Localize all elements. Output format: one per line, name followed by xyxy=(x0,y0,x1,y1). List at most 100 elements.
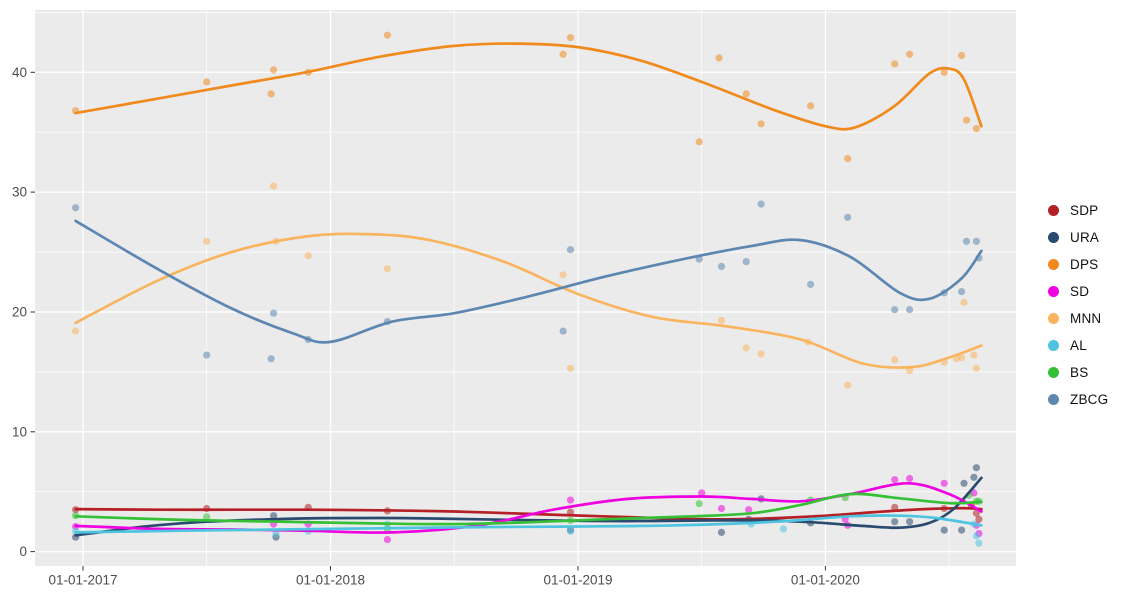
legend: SDP URA DPS SD MNN AL BS ZBCG xyxy=(1048,197,1108,413)
legend-dot-icon xyxy=(1048,286,1059,297)
data-point-DPS xyxy=(383,31,391,39)
data-point-MNN xyxy=(717,316,726,324)
data-point-ZBCG xyxy=(891,306,899,314)
data-point-DPS xyxy=(962,116,971,124)
data-point-MNN xyxy=(972,364,981,372)
data-point-DPS xyxy=(844,155,852,163)
data-point-DPS xyxy=(972,125,981,133)
legend-label: SDP xyxy=(1070,203,1099,218)
data-point-URA xyxy=(270,512,278,520)
legend-item-MNN: MNN xyxy=(1048,305,1108,332)
data-point-URA xyxy=(970,473,978,481)
legend-label: DPS xyxy=(1070,257,1099,272)
data-point-MNN xyxy=(742,344,750,352)
data-point-ZBCG xyxy=(203,351,211,359)
data-point-AL xyxy=(272,530,280,538)
x-tick-label: 01-01-2020 xyxy=(791,573,860,588)
data-point-ZBCG xyxy=(807,280,815,288)
data-point-SD xyxy=(906,474,914,483)
data-point-SD xyxy=(698,489,706,497)
legend-dot-icon xyxy=(1048,259,1059,270)
data-point-MNN xyxy=(891,356,899,364)
legend-dot-icon xyxy=(1048,340,1059,351)
data-point-SD xyxy=(566,496,575,504)
data-point-MNN xyxy=(757,350,765,358)
data-point-DPS xyxy=(757,120,765,128)
data-point-ZBCG xyxy=(906,306,914,314)
data-point-URA xyxy=(958,526,966,534)
trend-line-DPS xyxy=(74,42,983,131)
trend-line-URA xyxy=(74,476,983,537)
data-point-BS xyxy=(203,513,211,521)
data-point-MNN xyxy=(383,265,391,273)
legend-dot-icon xyxy=(1048,313,1059,324)
data-point-DPS xyxy=(566,34,575,42)
legend-dot-icon xyxy=(1048,232,1059,243)
legend-dot-icon xyxy=(1048,367,1059,378)
legend-item-SD: SD xyxy=(1048,278,1108,305)
data-point-SD xyxy=(891,476,899,484)
axis-ticks xyxy=(30,71,826,571)
trend-line-BS xyxy=(74,492,983,526)
minor-gridlines xyxy=(35,10,1016,566)
data-point-DPS xyxy=(203,78,211,86)
data-point-MNN xyxy=(844,381,852,389)
data-point-MNN xyxy=(970,351,978,359)
data-point-DPS xyxy=(267,90,275,98)
data-point-AL xyxy=(779,525,788,533)
data-point-ZBCG xyxy=(958,288,966,296)
trend-line-AL xyxy=(74,514,983,534)
data-point-SD xyxy=(745,506,753,514)
legend-item-AL: AL xyxy=(1048,332,1108,359)
data-point-MNN xyxy=(559,271,567,279)
legend-item-SDP: SDP xyxy=(1048,197,1108,224)
legend-label: URA xyxy=(1070,230,1100,245)
x-tick-label: 01-01-2019 xyxy=(543,573,612,588)
data-point-SDP xyxy=(975,515,983,523)
data-point-DPS xyxy=(940,68,948,76)
legend-dot-icon xyxy=(1048,205,1059,216)
data-point-MNN xyxy=(304,252,312,260)
data-point-SD xyxy=(940,479,948,487)
legend-label: BS xyxy=(1070,365,1089,380)
data-point-DPS xyxy=(270,66,278,74)
y-tick-label: 40 xyxy=(12,65,27,80)
data-point-MNN xyxy=(960,298,968,306)
data-point-SD xyxy=(383,536,391,544)
data-point-ZBCG xyxy=(566,246,575,254)
plot-panel xyxy=(35,10,1016,566)
data-point-ZBCG xyxy=(844,213,852,221)
legend-item-URA: URA xyxy=(1048,224,1108,251)
data-point-DPS xyxy=(742,90,750,98)
data-point-URA xyxy=(960,479,968,487)
legend-label: MNN xyxy=(1070,311,1102,326)
major-gridlines xyxy=(35,10,1016,566)
data-point-SD xyxy=(717,504,726,513)
data-point-ZBCG xyxy=(72,204,80,212)
data-point-DPS xyxy=(906,50,914,58)
data-point-SDP xyxy=(972,509,981,517)
data-point-SDP xyxy=(891,503,899,511)
data-point-ZBCG xyxy=(742,258,750,266)
data-point-BS xyxy=(695,500,703,508)
y-tick-label: 10 xyxy=(12,424,27,439)
points-DPS xyxy=(72,31,981,163)
data-point-ZBCG xyxy=(270,309,278,317)
data-point-URA xyxy=(972,464,981,472)
legend-dot-icon xyxy=(1048,394,1059,405)
data-point-ZBCG xyxy=(972,237,981,245)
data-point-MNN xyxy=(270,182,278,190)
trend-line-SDP xyxy=(74,506,983,521)
trend-line-MNN xyxy=(74,232,983,369)
data-point-DPS xyxy=(715,54,723,62)
data-point-ZBCG xyxy=(717,262,726,270)
legend-label: AL xyxy=(1070,338,1087,353)
data-point-DPS xyxy=(807,102,815,110)
data-point-ZBCG xyxy=(962,237,971,245)
data-point-MNN xyxy=(566,364,575,372)
data-point-ZBCG xyxy=(757,200,765,208)
data-point-DPS xyxy=(958,51,966,60)
data-point-MNN xyxy=(906,367,914,375)
